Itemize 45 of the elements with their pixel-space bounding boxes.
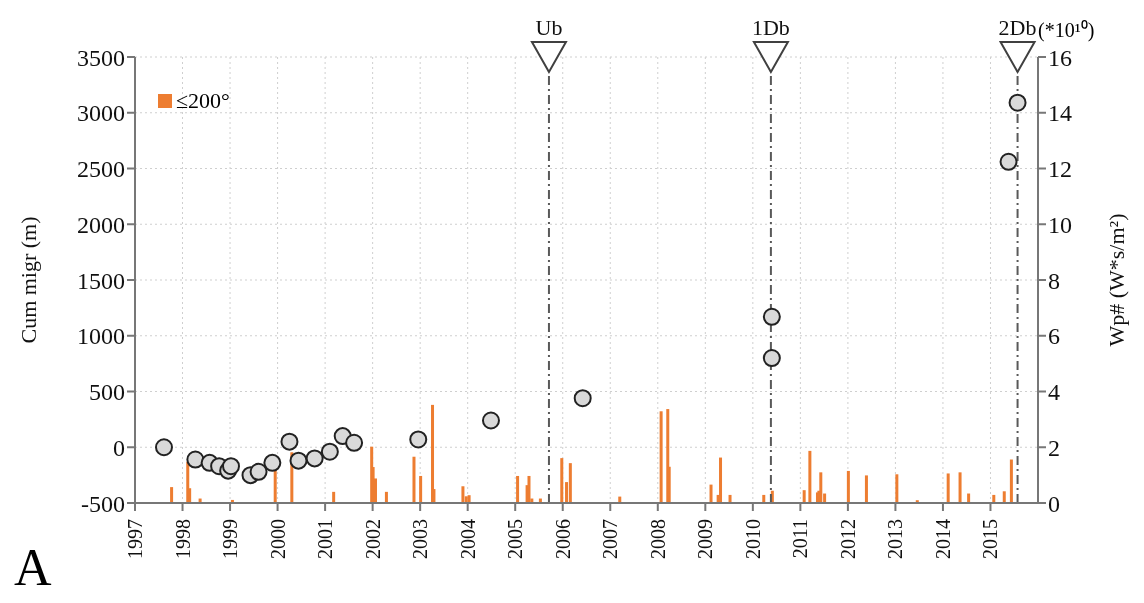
ref-line-label: 2Db (998, 15, 1037, 40)
x-tick-label: 2011 (789, 519, 812, 559)
x-tick-label: 2014 (931, 519, 954, 559)
x-tick-label: 2010 (741, 519, 764, 559)
y-tick-label: 500 (89, 379, 125, 406)
x-tick-label: 2000 (266, 519, 289, 559)
y2-tick-label: 10 (1048, 211, 1072, 238)
x-tick-label: 1999 (219, 519, 242, 559)
y-tick-label: 3000 (77, 100, 125, 127)
x-tick-label: 2005 (504, 519, 527, 559)
y-tick-label: 1000 (77, 323, 125, 350)
y2-tick-label: 4 (1048, 379, 1060, 406)
y2-tick-label: 14 (1048, 100, 1072, 127)
y-tick-label: 1500 (77, 267, 125, 294)
x-tick-label: 1997 (124, 519, 146, 559)
y-axis-title: Cum migr (m) (15, 216, 41, 344)
x-tick-label: 1998 (171, 519, 194, 559)
y-tick-label: 0 (113, 434, 125, 461)
y2-tick-label: 8 (1048, 267, 1060, 294)
text: (*10¹⁰) (1038, 18, 1095, 43)
y2-tick-label: 6 (1048, 323, 1060, 350)
x-tick-label: 2001 (314, 519, 337, 559)
y2-tick-label: 0 (1048, 490, 1060, 517)
y2-tick-label: 2 (1048, 434, 1060, 461)
y-tick-label: 3500 (77, 44, 125, 71)
x-tick-label: 2003 (409, 519, 432, 559)
x-tick-label: 2007 (599, 519, 622, 559)
y2-tick-label: 12 (1048, 156, 1072, 183)
ref-line-label: Ub (535, 15, 563, 40)
x-tick-label: 2004 (456, 519, 479, 559)
y2-tick-label: 16 (1048, 44, 1072, 71)
y-tick-label: 2000 (77, 211, 125, 238)
x-tick-label: 2008 (646, 519, 669, 559)
x-tick-label: 2015 (979, 519, 1002, 559)
y2-axis-title: Wp# (W*s/m²) (1103, 213, 1129, 347)
legend-label: ≤200° (176, 88, 230, 114)
x-tick-label: 2009 (694, 519, 717, 559)
x-tick-label: 2006 (551, 519, 574, 559)
y-tick-label: -500 (81, 490, 125, 517)
x-tick-label: 2002 (361, 519, 384, 559)
text: A (14, 538, 52, 597)
ref-line-label: 1Db (751, 15, 790, 40)
x-tick-label: 2012 (836, 519, 859, 559)
x-tick-label: 2013 (884, 519, 907, 559)
y-tick-label: 2500 (77, 156, 125, 183)
